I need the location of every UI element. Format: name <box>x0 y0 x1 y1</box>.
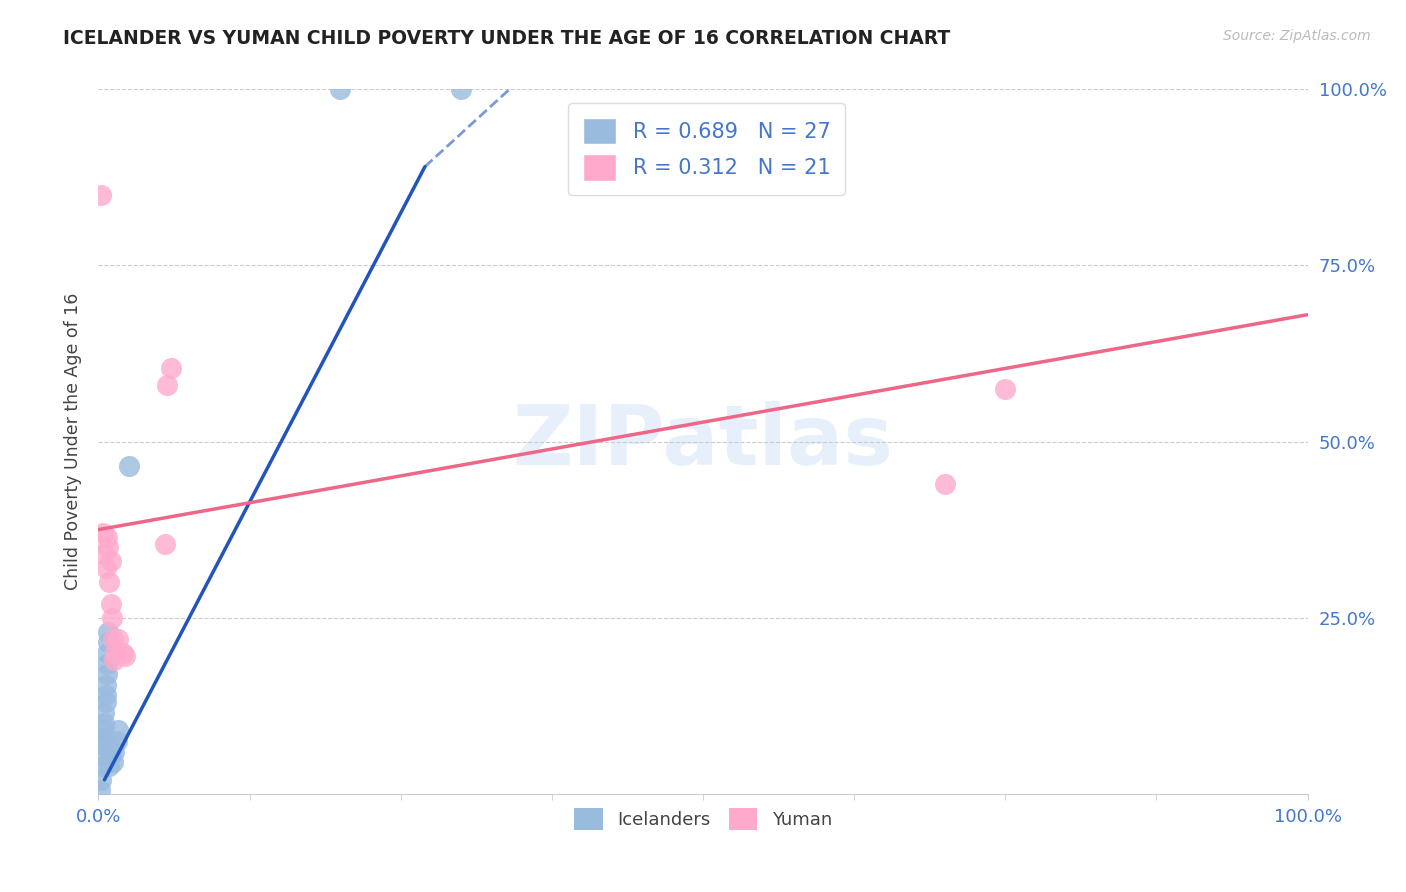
Point <box>100 748 122 763</box>
Point <box>107 632 129 646</box>
Point <box>96 646 118 660</box>
Point <box>91 758 114 772</box>
Point <box>89 783 111 797</box>
Point <box>100 554 122 568</box>
Point <box>160 360 183 375</box>
Point <box>156 378 179 392</box>
Y-axis label: Child Poverty Under the Age of 16: Child Poverty Under the Age of 16 <box>63 293 82 591</box>
Point <box>94 695 117 709</box>
Point <box>104 646 127 660</box>
Text: ZIPatlas: ZIPatlas <box>513 401 893 482</box>
Point <box>91 731 114 745</box>
Point <box>93 547 115 561</box>
Point <box>98 758 121 772</box>
Point <box>994 382 1017 396</box>
Point <box>91 526 114 541</box>
Point <box>100 610 122 624</box>
Point <box>94 561 117 575</box>
Point <box>96 657 118 671</box>
Point <box>94 688 117 702</box>
Point <box>96 530 118 544</box>
Point <box>114 649 136 664</box>
Point <box>100 597 122 611</box>
Point <box>103 745 125 759</box>
Point <box>91 748 114 763</box>
Point <box>97 635 120 649</box>
Point <box>153 537 176 551</box>
Point <box>97 541 120 555</box>
Point <box>96 667 118 681</box>
Point <box>91 738 114 752</box>
Point <box>97 624 120 639</box>
Point <box>93 716 115 731</box>
Point <box>94 678 117 692</box>
Text: Source: ZipAtlas.com: Source: ZipAtlas.com <box>1223 29 1371 43</box>
Text: ICELANDER VS YUMAN CHILD POVERTY UNDER THE AGE OF 16 CORRELATION CHART: ICELANDER VS YUMAN CHILD POVERTY UNDER T… <box>63 29 950 47</box>
Point <box>101 632 124 646</box>
Point <box>111 646 134 660</box>
Point <box>100 741 122 756</box>
Point <box>103 653 125 667</box>
Point <box>93 723 115 738</box>
Point <box>90 187 112 202</box>
Point <box>107 723 129 738</box>
Point <box>90 772 112 787</box>
Legend: Icelanders, Yuman: Icelanders, Yuman <box>567 801 839 838</box>
Point <box>105 734 128 748</box>
Point <box>118 459 141 474</box>
Point <box>934 476 956 491</box>
Point <box>450 82 472 96</box>
Point <box>98 575 121 590</box>
Point <box>93 706 115 720</box>
Point <box>101 755 124 769</box>
Point <box>329 82 352 96</box>
